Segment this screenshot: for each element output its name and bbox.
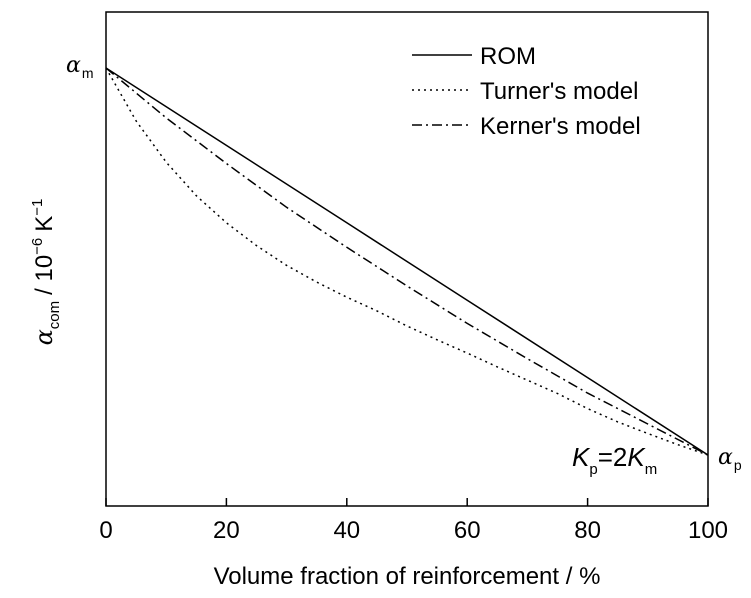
- svg-text:αcom/ 10−6K−1: αcom / 10−6 K−1: [29, 199, 63, 346]
- x-axis-title: Volume fraction of reinforcement / %: [214, 563, 601, 590]
- x-ticks: 0 20 40 60 80 100: [99, 498, 728, 544]
- alpha-p-label: αp: [718, 445, 742, 473]
- y-axis-subscript: com: [46, 301, 63, 329]
- y-axis-symbol: α: [30, 329, 58, 345]
- legend-label-turner: Turner's model: [480, 78, 638, 105]
- y-axis-unit-prefix: / 10: [31, 255, 58, 295]
- plot-frame: [105, 11, 709, 507]
- x-tick-label-40: 40: [333, 517, 360, 544]
- x-tick-label-0: 0: [99, 517, 112, 544]
- legend-label-rom: ROM: [480, 43, 536, 70]
- y-axis-unit-exp: −6: [29, 238, 46, 255]
- series-line-kerner-s-model: [105, 67, 709, 456]
- x-tick-label-100: 100: [688, 517, 728, 544]
- alpha-m-label: αm: [66, 53, 94, 81]
- y-axis-unit-unit-exp: −1: [29, 199, 46, 216]
- series-line-rom: [105, 67, 709, 456]
- legend: ROM Turner's model Kerner's model: [412, 43, 641, 140]
- condition-annotation: Kp=2Km: [572, 442, 657, 478]
- legend-label-kerner: Kerner's model: [480, 113, 641, 140]
- x-tick-label-20: 20: [213, 517, 240, 544]
- x-tick-label-80: 80: [574, 517, 601, 544]
- y-axis-title: αcom / 10−6 K−1: [29, 199, 63, 346]
- y-axis-unit: K: [31, 216, 58, 232]
- series-layer: [105, 67, 709, 456]
- x-tick-label-60: 60: [454, 517, 481, 544]
